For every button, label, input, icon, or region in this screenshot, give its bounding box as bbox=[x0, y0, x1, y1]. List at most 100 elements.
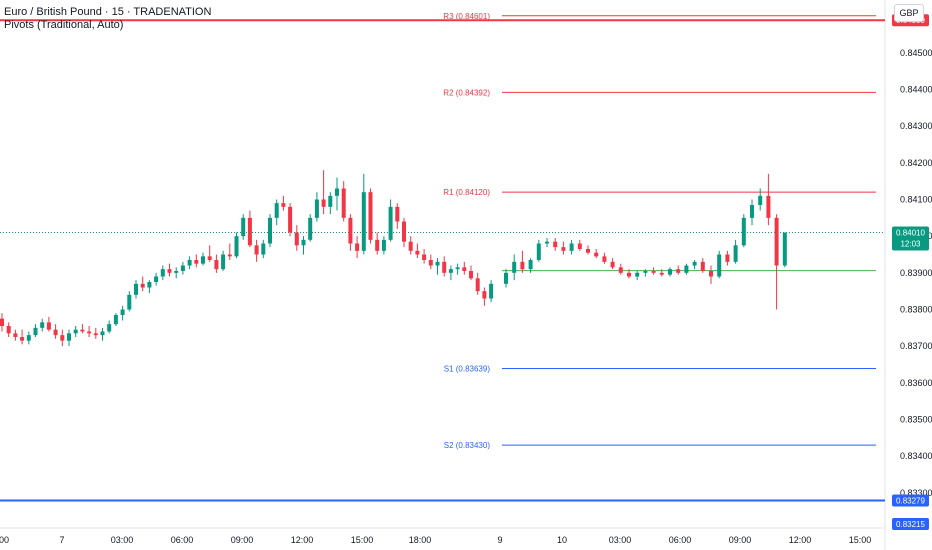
candle-body[interactable] bbox=[301, 239, 306, 246]
candle-body[interactable] bbox=[659, 272, 664, 275]
candle-body[interactable] bbox=[93, 333, 98, 336]
candle-body[interactable] bbox=[355, 243, 360, 251]
candle-body[interactable] bbox=[692, 261, 697, 266]
candle-body[interactable] bbox=[375, 239, 380, 251]
candle-body[interactable] bbox=[361, 192, 366, 251]
candle-body[interactable] bbox=[281, 203, 286, 207]
candle-body[interactable] bbox=[268, 217, 272, 244]
candle-body[interactable] bbox=[676, 269, 681, 273]
candle-body[interactable] bbox=[408, 241, 413, 251]
candle-body[interactable] bbox=[234, 236, 239, 257]
candle-body[interactable] bbox=[87, 331, 92, 334]
candle-body[interactable] bbox=[261, 243, 266, 255]
candle-body[interactable] bbox=[512, 261, 517, 273]
candle-body[interactable] bbox=[368, 192, 373, 240]
candle-body[interactable] bbox=[381, 239, 386, 251]
candle-body[interactable] bbox=[758, 195, 763, 205]
candle-body[interactable] bbox=[214, 260, 219, 270]
candle-body[interactable] bbox=[308, 217, 313, 240]
candle-body[interactable] bbox=[504, 272, 508, 284]
candle-body[interactable] bbox=[536, 243, 541, 261]
candle-body[interactable] bbox=[402, 221, 406, 242]
candle-body[interactable] bbox=[140, 283, 145, 288]
candle-body[interactable] bbox=[553, 241, 558, 248]
candle-body[interactable] bbox=[395, 206, 400, 222]
candle-body[interactable] bbox=[561, 247, 566, 251]
candle-body[interactable] bbox=[643, 271, 648, 273]
candle-body[interactable] bbox=[388, 206, 393, 240]
candle-body[interactable] bbox=[294, 232, 299, 246]
candle-body[interactable] bbox=[120, 309, 125, 316]
candle-body[interactable] bbox=[328, 195, 333, 207]
candle-body[interactable] bbox=[274, 203, 279, 218]
candle-body[interactable] bbox=[107, 324, 112, 332]
symbol-title[interactable]: Euro / British Pound · 15 · TRADENATION bbox=[4, 6, 212, 18]
candle-body[interactable] bbox=[174, 271, 179, 273]
candle-body[interactable] bbox=[60, 335, 65, 341]
candle-body[interactable] bbox=[422, 254, 427, 261]
candle-body[interactable] bbox=[46, 322, 51, 330]
candle-body[interactable] bbox=[134, 283, 138, 295]
candle-body[interactable] bbox=[348, 217, 353, 244]
candle-body[interactable] bbox=[766, 195, 771, 218]
candle-body[interactable] bbox=[20, 337, 25, 341]
candle-body[interactable] bbox=[73, 329, 78, 334]
currency-badge[interactable]: GBP bbox=[894, 4, 924, 22]
candle-body[interactable] bbox=[288, 206, 293, 233]
candle-body[interactable] bbox=[227, 254, 232, 257]
candle-body[interactable] bbox=[314, 199, 319, 218]
candle-body[interactable] bbox=[154, 276, 159, 283]
candle-body[interactable] bbox=[569, 243, 574, 251]
candle-body[interactable] bbox=[545, 241, 549, 244]
candle-body[interactable] bbox=[6, 326, 11, 334]
candle-body[interactable] bbox=[201, 256, 205, 264]
candle-body[interactable] bbox=[67, 333, 71, 341]
candle-body[interactable] bbox=[113, 315, 118, 325]
candle-body[interactable] bbox=[435, 261, 440, 266]
candle-body[interactable] bbox=[428, 260, 433, 266]
candle-body[interactable] bbox=[750, 205, 754, 218]
candle-body[interactable] bbox=[774, 217, 779, 266]
candle-body[interactable] bbox=[610, 261, 615, 268]
candle-body[interactable] bbox=[520, 261, 525, 270]
candle-body[interactable] bbox=[469, 271, 473, 279]
candle-body[interactable] bbox=[741, 217, 746, 246]
candle-body[interactable] bbox=[618, 267, 623, 273]
candle-body[interactable] bbox=[415, 250, 420, 255]
candle-body[interactable] bbox=[717, 254, 722, 277]
candle-body[interactable] bbox=[100, 331, 105, 336]
candle-body[interactable] bbox=[489, 283, 494, 299]
candle-body[interactable] bbox=[147, 282, 152, 288]
candle-body[interactable] bbox=[668, 269, 672, 275]
candle-body[interactable] bbox=[160, 269, 165, 277]
candle-body[interactable] bbox=[167, 269, 172, 273]
candle-body[interactable] bbox=[241, 217, 246, 237]
candle-body[interactable] bbox=[40, 322, 45, 328]
candle-body[interactable] bbox=[482, 291, 487, 299]
candle-body[interactable] bbox=[594, 252, 599, 257]
candle-body[interactable] bbox=[26, 335, 31, 341]
candle-body[interactable] bbox=[635, 272, 640, 277]
candle-body[interactable] bbox=[462, 267, 467, 271]
candle-body[interactable] bbox=[335, 188, 339, 196]
candle-body[interactable] bbox=[53, 329, 58, 336]
candle-body[interactable] bbox=[187, 260, 192, 266]
candle-body[interactable] bbox=[684, 265, 689, 273]
candle-body[interactable] bbox=[733, 245, 738, 262]
candle-body[interactable] bbox=[207, 256, 212, 260]
candle-body[interactable] bbox=[442, 261, 447, 273]
candle-body[interactable] bbox=[33, 327, 38, 336]
candle-body[interactable] bbox=[455, 267, 460, 270]
candle-body[interactable] bbox=[221, 254, 226, 270]
candle-body[interactable] bbox=[700, 261, 705, 271]
candle-body[interactable] bbox=[577, 243, 582, 250]
candle-body[interactable] bbox=[80, 329, 85, 332]
candle-body[interactable] bbox=[180, 265, 185, 272]
candle-body[interactable] bbox=[709, 271, 713, 277]
candle-body[interactable] bbox=[341, 188, 346, 218]
indicator-label[interactable]: Pivots (Traditional, Auto) bbox=[4, 19, 124, 31]
candle-body[interactable] bbox=[782, 232, 787, 266]
candle-body[interactable] bbox=[254, 245, 259, 255]
candle-body[interactable] bbox=[127, 294, 132, 310]
